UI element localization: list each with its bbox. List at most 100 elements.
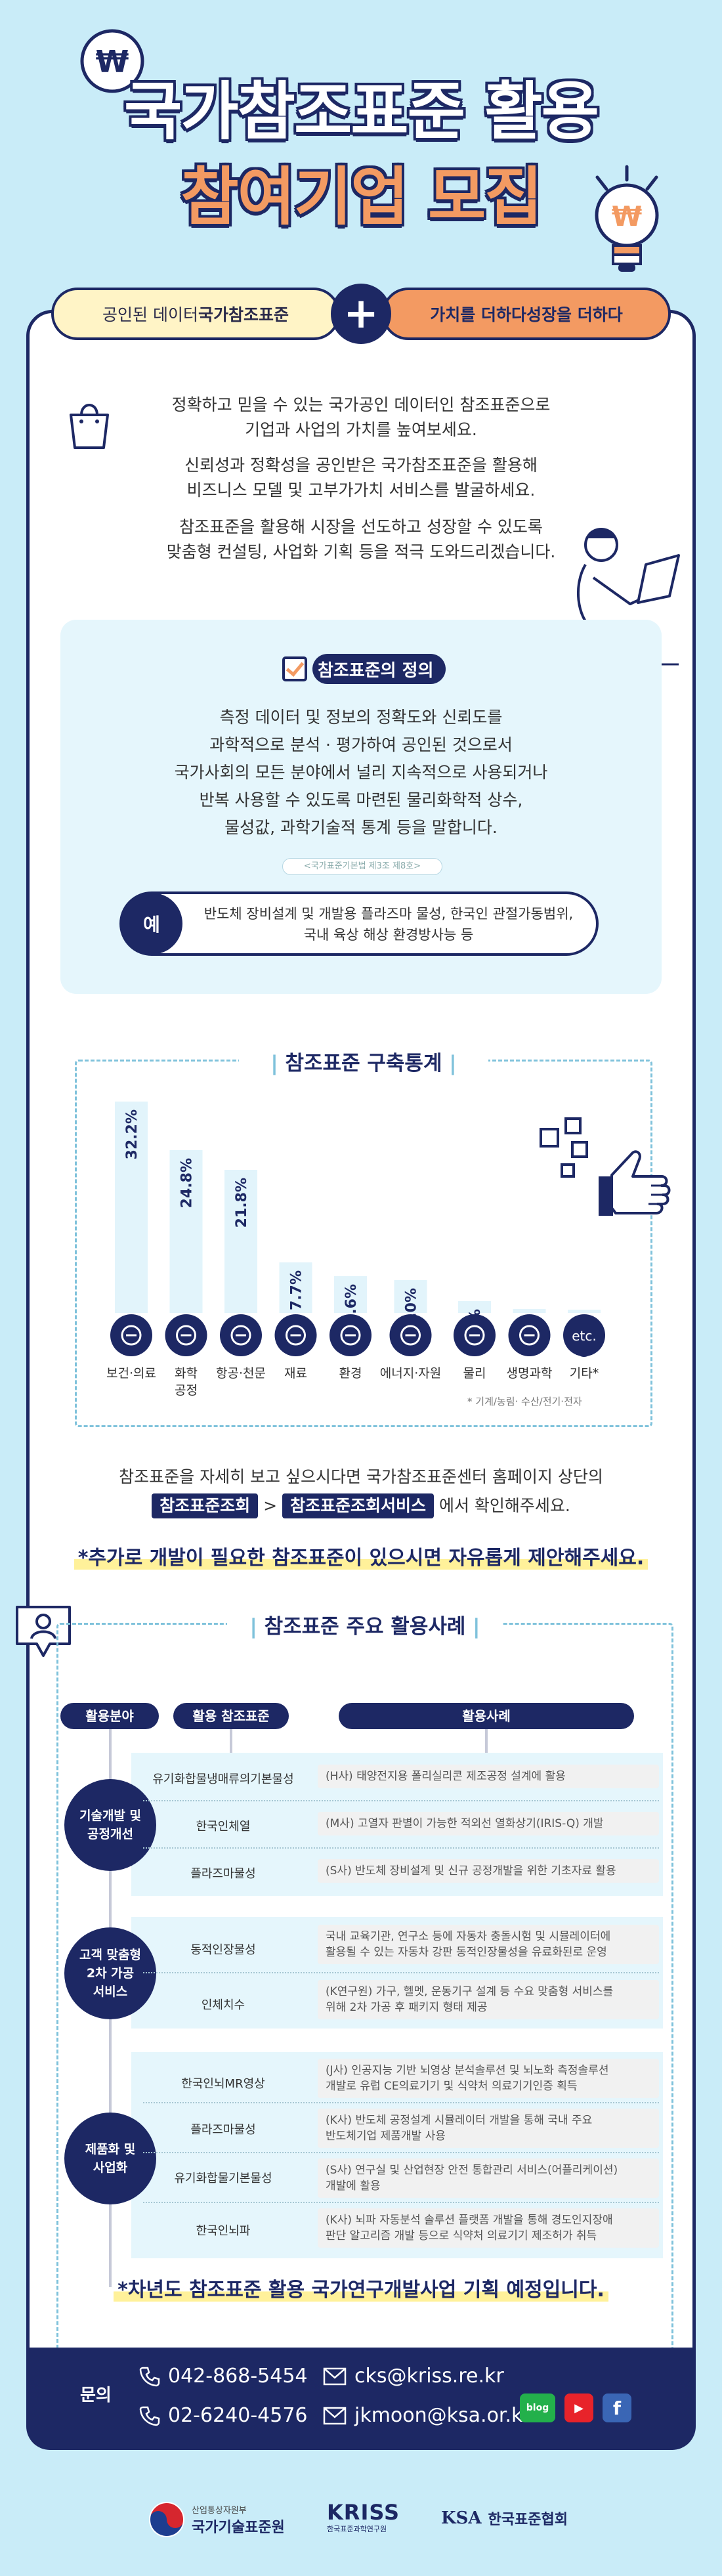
link-tail: 에서 확인해주세요.	[438, 1496, 570, 1515]
intro-p2-line2: 비즈니스 모델 및 고부가가치 서비스를 발굴하세요.	[186, 481, 536, 500]
row-divider	[143, 2102, 659, 2103]
taegeuk-logo-icon	[149, 2502, 184, 2537]
shopping-bag-icon	[70, 404, 109, 449]
mail-icon	[323, 2407, 347, 2424]
case-line: 위해 2차 가공 후 패키지 형태 제공	[326, 2001, 488, 2014]
pill-add-value: 가치를 더하다 성장을 더하다	[382, 288, 671, 340]
intro-p2-line1: 신뢰성과 정확성을 공인받은 국가참조표준을 활용해	[184, 456, 538, 475]
pill-right-bold1: 가치를 더하다	[430, 305, 526, 324]
logo-kriss: KRISS 한국표준과학연구원	[327, 2501, 400, 2534]
plus-icon: +	[331, 284, 391, 344]
blog-icon[interactable]: blog	[520, 2394, 555, 2422]
intro-p1-line2: 기업과 사업의 가치를 높여보세요.	[245, 420, 477, 439]
intro-p3-line2: 맞춤형 컨설팅, 사업화 기획 등을 적극 도와드리겠습니다.	[166, 542, 556, 561]
case-line: 개발로 유럽 CE의료기기 및 식약처 의료기기인증 획득	[326, 2080, 578, 2093]
case-reference: 플라즈마물성	[190, 2123, 256, 2137]
pill-left-bold: 국가참조표준	[198, 305, 289, 324]
example-text: 반도체 장비설계 및 개발용 플라즈마 물성, 한국인 관절가동범위, 국내 육…	[194, 903, 583, 945]
case-reference: 플라즈마물성	[190, 1867, 256, 1881]
phone-number: 042-868-5454	[168, 2365, 308, 2388]
chart-title-text: 참조표준 구축통계	[285, 1052, 442, 1075]
definition-text: 측정 데이터 및 정보의 정확도와 신뢰도를 과학적으로 분석 · 평가하여 공…	[60, 704, 662, 842]
contact-email-2[interactable]: jkmoon@ksa.or.kr	[323, 2404, 531, 2427]
logo-kriss-mark: KRISS	[327, 2500, 400, 2525]
contact-bar: 문의 042-868-5454 02-6240-4576 cks@kriss.r…	[26, 2348, 696, 2450]
hero-title-line1: 국가참조표준 활용	[124, 75, 599, 148]
category-tech-dev: 기술개발 및 공정개선	[64, 1779, 156, 1871]
case-reference: 한국인뇌파	[196, 2224, 251, 2238]
row-divider	[143, 2152, 659, 2153]
contact-label: 문의	[80, 2386, 112, 2405]
case-description: (S사) 연구실 및 산업현장 안전 통합관리 서비스(어플리케이션) 개발에 활…	[318, 2158, 659, 2198]
logo-kats: 산업통상자원부 국가기술표준원	[148, 2501, 285, 2538]
logo-ksa-name: 한국표준협회	[488, 2512, 568, 2528]
email-address: jkmoon@ksa.or.kr	[354, 2404, 531, 2427]
definition-title: 참조표준의 정의	[282, 654, 446, 684]
contact-phone-1[interactable]: 042-868-5454	[139, 2365, 308, 2388]
email-address: cks@kriss.re.kr	[354, 2365, 504, 2388]
logo-kats-name: 국가기술표준원	[192, 2519, 285, 2536]
example-line1: 반도체 장비설계 및 개발용 플라즈마 물성, 한국인 관절가동범위,	[203, 906, 574, 922]
contact-email-1[interactable]: cks@kriss.re.kr	[323, 2365, 504, 2388]
facebook-icon[interactable]: f	[603, 2394, 631, 2422]
case-line: (H사) 태양전지용 폴리실리콘 제조공정 설계에 활용	[326, 1770, 566, 1783]
case-line: 판단 알고리즘 개발 등으로 식약처 의료기기 제조허가 취득	[326, 2229, 597, 2243]
intro-p3-line1: 참조표준을 활용해 시장을 선도하고 성장할 수 있도록	[179, 517, 543, 536]
row-divider	[143, 2202, 659, 2203]
phone-icon	[139, 2406, 160, 2426]
case-description: (M사) 고열자 판별이 가능한 적외선 열화상기(IRIS-Q) 개발	[318, 1812, 659, 1835]
case-line: 반도체기업 제품개발 사용	[326, 2130, 446, 2143]
case-line: (J사) 인공지능 기반 뇌영상 분석솔루션 및 뇌노화 측정솔루션	[326, 2064, 609, 2077]
intro-p1-line1: 정확하고 믿을 수 있는 국가공인 데이터인 참조표준으로	[171, 395, 551, 414]
reference-link-paragraph: 참조표준을 자세히 보고 싶으시다면 국가참조표준센터 홈페이지 상단의 참조표…	[0, 1463, 722, 1520]
example-badge: 예	[121, 893, 182, 955]
case-line: (S사) 반도체 장비설계 및 신규 공정개발을 위한 기초자료 활용	[326, 1864, 616, 1878]
case-description: (K사) 반도체 공정설계 시뮬레이터 개발을 통해 국내 주요 반도체기업 제품…	[318, 2109, 659, 2148]
column-header-case: 활용사례	[339, 1703, 634, 1729]
breadcrumb-separator: >	[263, 1496, 278, 1515]
chart-footnote: * 기계/농림· 수산/전기·전자	[467, 1396, 582, 1407]
tag-reference-search-service[interactable]: 참조표준조회서비스	[282, 1493, 435, 1518]
case-reference: 유기화합물기본물성	[174, 2172, 272, 2185]
cases-title-text: 참조표준 주요 활용사례	[264, 1615, 466, 1639]
pill-right-bold2: 성장을 더하다	[526, 305, 623, 324]
case-line: (K사) 뇌파 자동분석 솔루션 플랫폼 개발을 통해 경도인지장애	[326, 2214, 613, 2227]
logo-ksa-mark: KSA	[441, 2508, 482, 2528]
thumbs-up-icon	[540, 1117, 671, 1216]
category-name: 사업화	[93, 2160, 128, 2175]
column-header-reference: 활용 참조표준	[173, 1703, 289, 1729]
category-name: 제품화 및	[85, 2142, 136, 2157]
notice-suggestion: *추가로 개발이 필요한 참조표준이 있으시면 자유롭게 제안해주세요.	[0, 1541, 722, 1570]
case-line: 개발에 활용	[326, 2179, 381, 2193]
case-line: (S사) 연구실 및 산업현장 안전 통합관리 서비스(어플리케이션)	[326, 2164, 618, 2177]
notice-suggestion-text: *추가로 개발이 필요한 참조표준이 있으시면 자유롭게 제안해주세요.	[74, 1547, 648, 1570]
contact-phone-2[interactable]: 02-6240-4576	[139, 2404, 308, 2427]
won-coin-icon: ₩	[80, 29, 144, 93]
tag-reference-search[interactable]: 참조표준조회	[152, 1493, 259, 1518]
definition-line: 과학적으로 분석 · 평가하여 공인된 것으로서	[209, 735, 513, 754]
definition-line: 반복 사용할 수 있도록 마련된 물리화학적 상수,	[199, 790, 523, 809]
category-name: 서비스	[93, 1985, 128, 1999]
pill-certified-data: 공인된 데이터 국가참조표준	[51, 288, 340, 340]
column-header-field: 활용분야	[60, 1703, 159, 1729]
pill-left-plain: 공인된 데이터	[102, 305, 198, 324]
case-line: 활용될 수 있는 자동차 강판 동적인장물성을 유료화된로 운영	[326, 1946, 607, 1959]
case-reference: 한국인뇌MR영상	[181, 2077, 265, 2091]
footer-logos: 산업통상자원부 국가기술표준원 KRISS 한국표준과학연구원 KSA 한국표준…	[0, 2468, 722, 2576]
definition-line: 물성값, 과학기술적 통계 등을 말합니다.	[224, 818, 498, 837]
case-reference: 유기화합물냉매류의기본물성	[152, 1772, 294, 1786]
youtube-icon[interactable]: ▶	[564, 2394, 593, 2422]
value-pill-row: 공인된 데이터 국가참조표준 가치를 더하다 성장을 더하다 +	[51, 284, 671, 344]
timeline-line	[230, 1729, 232, 1762]
case-line: 국내 교육기관, 연구소 등에 자동차 충돌시험 및 시뮬레이터에	[326, 1930, 611, 1943]
case-line: (K연구원) 가구, 헬멧, 운동기구 설계 등 수요 맞춤형 서비스를	[326, 1985, 614, 1998]
svg-text:₩: ₩	[96, 44, 129, 79]
definition-line: 측정 데이터 및 정보의 정확도와 신뢰도를	[219, 708, 503, 727]
case-reference: 한국인체열	[196, 1820, 251, 1834]
svg-text:₩: ₩	[612, 200, 642, 232]
intro-paragraph-1: 정확하고 믿을 수 있는 국가공인 데이터인 참조표준으로 기업과 사업의 가치…	[105, 393, 617, 442]
intro-paragraph-2: 신뢰성과 정확성을 공인받은 국가참조표준을 활용해 비즈니스 모델 및 고부가…	[105, 453, 617, 503]
